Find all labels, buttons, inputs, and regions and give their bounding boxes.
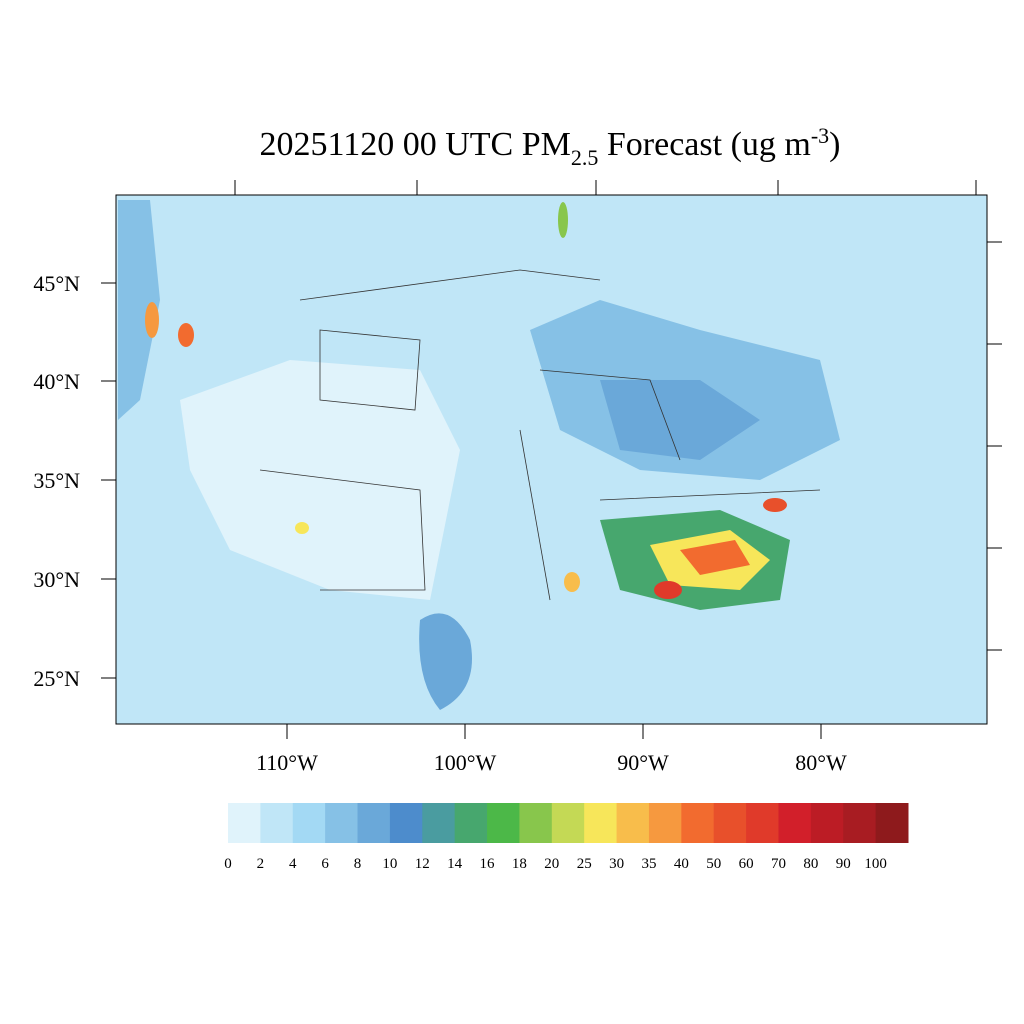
colorbar-box xyxy=(584,803,618,843)
lon-label: 100°W xyxy=(434,750,497,775)
colorbar-label: 2 xyxy=(257,856,265,872)
title-main: 20251120 00 UTC PM xyxy=(260,126,571,163)
colorbar-box xyxy=(713,803,747,843)
title: 20251120 00 UTC PM2.5 Forecast (ug m-3) xyxy=(260,123,841,170)
colorbar-box xyxy=(746,803,779,843)
colorbar-box xyxy=(810,803,844,843)
colorbar-label: 20 xyxy=(544,856,559,872)
colorbar-box xyxy=(648,803,682,843)
colorbar-label: 35 xyxy=(641,856,656,872)
colorbar-label: 80 xyxy=(803,856,818,872)
colorbar-label: 30 xyxy=(609,856,624,872)
colorbar-label: 4 xyxy=(289,856,297,872)
title-rest: Forecast (ug m xyxy=(598,126,810,163)
colorbar-label: 6 xyxy=(321,856,329,872)
colorbar-label: 50 xyxy=(706,856,721,872)
lat-label: 45°N xyxy=(33,271,80,296)
colorbar-box xyxy=(681,803,715,843)
lat-label: 35°N xyxy=(33,468,80,493)
colorbar-box xyxy=(487,803,520,843)
colorbar-box xyxy=(325,803,359,843)
hotspot xyxy=(178,323,194,347)
frame-ticks xyxy=(101,180,1002,739)
colorbar-label: 40 xyxy=(674,856,689,872)
colorbar-label: 18 xyxy=(512,856,527,872)
colorbar-box xyxy=(519,803,553,843)
lat-label: 25°N xyxy=(33,666,80,691)
colorbar-box xyxy=(454,803,488,843)
hotspot xyxy=(564,572,580,592)
title-subscript: 2.5 xyxy=(571,145,599,170)
colorbar-label: 90 xyxy=(836,856,851,872)
colorbar-label: 10 xyxy=(382,856,397,872)
colorbar-box xyxy=(422,803,456,843)
lon-label: 90°W xyxy=(617,750,669,775)
colorbar-label: 100 xyxy=(864,856,887,872)
colorbar-label: 8 xyxy=(354,856,362,872)
mid-region xyxy=(118,200,160,420)
hotspot xyxy=(654,581,682,599)
map xyxy=(101,180,1002,739)
colorbar-box xyxy=(875,803,909,843)
high-region xyxy=(680,540,750,575)
colorbar-box xyxy=(357,803,391,843)
colorbar-label: 12 xyxy=(415,856,430,872)
colorbar-label: 14 xyxy=(447,856,463,872)
lat-label: 30°N xyxy=(33,567,80,592)
colorbar-box xyxy=(843,803,877,843)
colorbar-label: 70 xyxy=(771,856,786,872)
colorbar-box xyxy=(228,803,261,843)
hotspot xyxy=(558,202,568,238)
lon-label: 80°W xyxy=(795,750,847,775)
colorbar-box xyxy=(292,803,326,843)
colorbar-box xyxy=(551,803,585,843)
mid-region xyxy=(419,613,472,710)
low-region xyxy=(180,360,460,600)
colorbar-label: 60 xyxy=(739,856,754,872)
mid-region xyxy=(600,380,760,460)
borders xyxy=(259,269,821,601)
colorbar: 0 2 4 6 8 10 12 14 16 18 20 25 30 35 40 50 60 70 80 90 100 xyxy=(224,803,909,872)
colorbar-label: 25 xyxy=(577,856,592,872)
axis-labels: 45°N 40°N 35°N 30°N 25°N 110°W 100°W 90°W 80°W xyxy=(33,271,847,775)
title-superscript: -3 xyxy=(811,123,829,148)
colorbar-label: 16 xyxy=(480,856,496,872)
hotspot xyxy=(145,302,159,338)
lon-label: 110°W xyxy=(256,750,318,775)
colorbar-box xyxy=(260,803,294,843)
map-frame xyxy=(115,194,988,725)
hotspot xyxy=(763,498,787,512)
colorbar-box xyxy=(389,803,423,843)
lat-label: 40°N xyxy=(33,369,80,394)
hotspot xyxy=(295,522,309,534)
colorbar-box xyxy=(616,803,650,843)
colorbar-label: 0 xyxy=(224,856,232,872)
colorbar-box xyxy=(778,803,812,843)
title-end: ) xyxy=(829,126,840,163)
